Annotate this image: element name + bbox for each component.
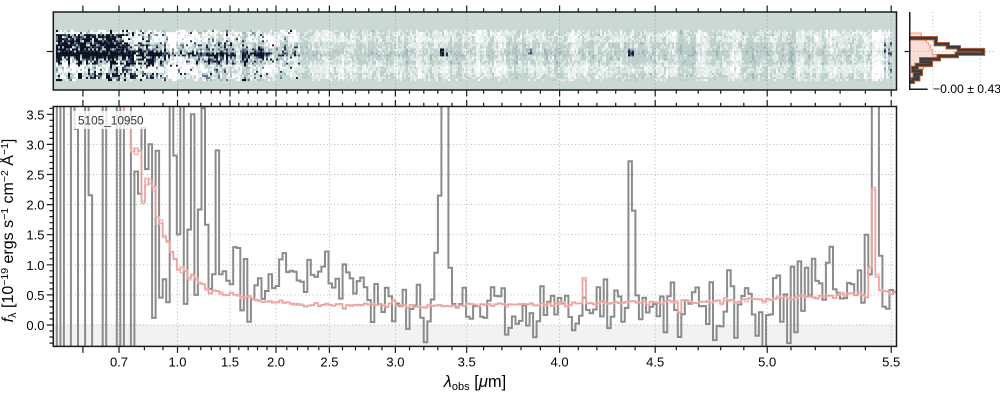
svg-text:1.0: 1.0 <box>168 355 186 370</box>
svg-text:5105_10950: 5105_10950 <box>78 114 144 128</box>
svg-text:4.0: 4.0 <box>551 355 569 370</box>
svg-text:0.5: 0.5 <box>26 288 44 303</box>
svg-text:3.0: 3.0 <box>386 355 404 370</box>
svg-text:3.0: 3.0 <box>26 137 44 152</box>
svg-text:fλ [10−19 ergs s−1 cm−2 Å−1]: fλ [10−19 ergs s−1 cm−2 Å−1] <box>0 139 19 323</box>
svg-text:0.0: 0.0 <box>26 318 44 333</box>
svg-text:0.7: 0.7 <box>110 355 128 370</box>
svg-text:1.5: 1.5 <box>26 228 44 243</box>
svg-text:λobs [μm]: λobs [μm] <box>443 373 506 393</box>
svg-text:5.5: 5.5 <box>882 355 900 370</box>
svg-text:2.5: 2.5 <box>320 355 338 370</box>
svg-text:3.5: 3.5 <box>458 355 476 370</box>
svg-text:1.5: 1.5 <box>221 355 239 370</box>
svg-text:2.0: 2.0 <box>26 198 44 213</box>
svg-text:2.5: 2.5 <box>26 168 44 183</box>
svg-text:2.0: 2.0 <box>267 355 285 370</box>
svg-text:5.0: 5.0 <box>758 355 776 370</box>
svg-text:4.5: 4.5 <box>646 355 664 370</box>
svg-text:1.0: 1.0 <box>26 258 44 273</box>
svg-text:−0.00 ± 0.43: −0.00 ± 0.43 <box>933 82 1000 96</box>
svg-text:3.5: 3.5 <box>26 107 44 122</box>
